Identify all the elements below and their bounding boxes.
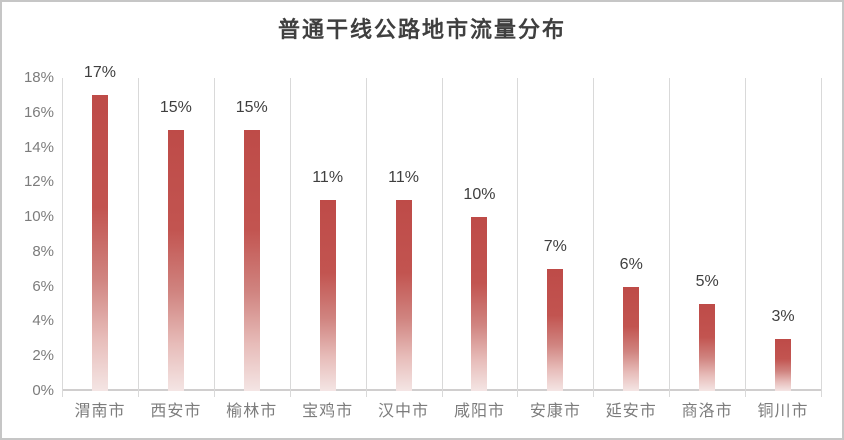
x-tick-label: 延安市 <box>605 401 657 420</box>
y-tick-label: 12% <box>23 173 54 191</box>
x-tick-label: 榆林市 <box>226 401 278 420</box>
y-tick-label: 8% <box>32 242 54 260</box>
bar-铜川市 <box>775 338 792 391</box>
y-tick-label: 10% <box>23 208 54 226</box>
data-label: 17% <box>83 64 116 82</box>
vertical-gridline <box>441 78 443 397</box>
data-label: 3% <box>771 307 795 325</box>
bar-商洛市 <box>699 304 716 391</box>
x-tick-label: 铜川市 <box>757 401 809 420</box>
data-label: 5% <box>695 273 719 291</box>
plot-area: 17% 15% 15% 11% 11% 10% 7% 6% 5% 3% <box>62 64 822 397</box>
data-label: 10% <box>463 186 496 204</box>
bar-宝鸡市 <box>319 199 336 391</box>
y-tick-label: 4% <box>32 312 54 330</box>
x-tick-label: 安康市 <box>529 401 581 420</box>
data-label: 6% <box>619 255 643 273</box>
data-label: 15% <box>235 99 268 117</box>
bar-汉中市 <box>395 199 412 391</box>
vertical-gridline <box>669 78 671 397</box>
vertical-gridline <box>821 78 822 397</box>
vertical-gridline <box>289 78 291 397</box>
data-label: 7% <box>543 238 567 256</box>
x-tick-label: 宝鸡市 <box>302 401 354 420</box>
bar-西安市 <box>167 130 184 391</box>
x-tick-label: 西安市 <box>150 401 202 420</box>
chart-title: 普通干线公路地市流量分布 <box>277 17 566 43</box>
bar-咸阳市 <box>471 217 488 391</box>
data-label: 15% <box>159 99 192 117</box>
y-axis-line <box>62 78 63 397</box>
bar-延安市 <box>623 286 640 391</box>
x-tick-label: 渭南市 <box>74 401 126 420</box>
y-tick-label: 18% <box>23 69 54 86</box>
vertical-gridline <box>745 78 747 397</box>
bar-渭南市 <box>91 95 108 391</box>
vertical-gridline <box>593 78 595 397</box>
data-label: 11% <box>388 168 419 186</box>
x-tick-label: 汉中市 <box>378 401 430 420</box>
y-tick-label: 14% <box>23 138 54 156</box>
y-tick-label: 2% <box>32 347 54 365</box>
bar-安康市 <box>547 269 564 391</box>
y-tick-label: 16% <box>23 103 54 121</box>
vertical-gridline <box>517 78 519 397</box>
vertical-gridline <box>137 78 139 397</box>
x-tick-label: 商洛市 <box>681 401 733 420</box>
vertical-gridline <box>213 78 215 397</box>
bar-榆林市 <box>243 130 260 391</box>
data-label: 11% <box>312 168 344 186</box>
y-tick-label: 0% <box>32 382 54 399</box>
y-tick-label: 6% <box>32 277 54 295</box>
x-tick-label: 咸阳市 <box>453 401 505 420</box>
vertical-gridline <box>365 78 367 397</box>
